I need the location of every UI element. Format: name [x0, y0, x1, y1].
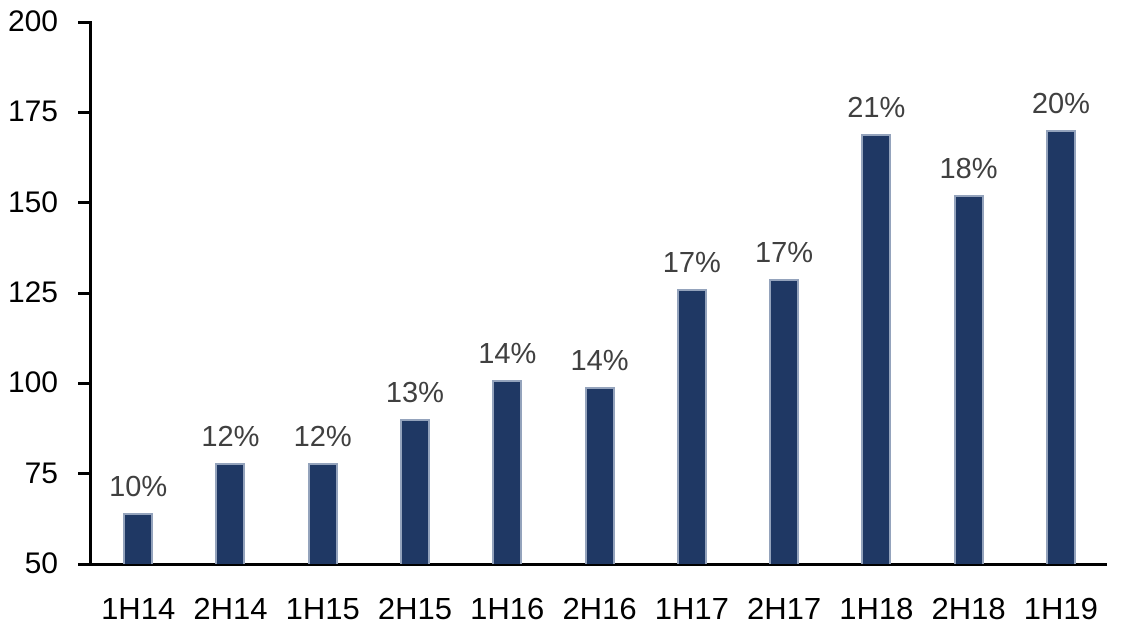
y-axis-tick-label: 75	[24, 456, 58, 490]
bar-2h15	[399, 419, 430, 564]
x-axis-category-label: 1H17	[654, 591, 729, 626]
bar-data-label: 21%	[847, 92, 906, 124]
y-axis-tick-label: 100	[7, 366, 58, 400]
bar-1h15	[307, 462, 338, 564]
bar-1h14	[123, 513, 154, 564]
bar-2h14	[215, 462, 246, 564]
bar-data-label: 12%	[293, 420, 352, 453]
bar-data-label: 14%	[478, 337, 537, 370]
y-axis-tick-label: 150	[7, 185, 58, 219]
x-axis-category-label: 1H16	[470, 591, 545, 626]
y-axis-tick-label: 50	[24, 547, 58, 580]
bar-data-label: 12%	[201, 420, 260, 453]
y-axis-line	[89, 20, 92, 566]
x-axis-category-label: 2H16	[562, 591, 637, 626]
x-axis-line	[78, 562, 1107, 566]
bar-data-label: 20%	[1031, 88, 1090, 121]
y-axis-tick-mark	[78, 472, 92, 476]
x-axis-category-label: 2H18	[931, 591, 1006, 626]
x-axis-category-label: 2H14	[193, 591, 268, 626]
bar-1h17	[676, 289, 707, 564]
y-axis-tick-mark	[78, 201, 92, 205]
bar-2h17	[769, 278, 800, 564]
bar-1h19	[1045, 130, 1076, 564]
bar-data-label: 17%	[662, 247, 721, 280]
x-axis-category-label: 1H15	[285, 591, 360, 626]
x-axis-category-label: 2H17	[746, 591, 822, 626]
y-axis-tick-mark	[78, 20, 92, 24]
bar-data-label: 18%	[939, 153, 998, 186]
x-axis-category-label: 1H14	[101, 591, 176, 626]
bar-2h16	[584, 386, 615, 564]
y-axis-tick-label: 200	[7, 5, 58, 38]
bar-1h18	[861, 134, 892, 564]
bar-2h18	[953, 195, 984, 564]
y-axis-tick-label: 175	[7, 95, 58, 129]
x-axis-category-label: 1H19	[1023, 591, 1098, 626]
y-axis-tick-mark	[78, 381, 92, 385]
bar-1h16	[492, 379, 523, 564]
bar-data-label: 17%	[755, 236, 814, 269]
bar-data-label: 10%	[109, 471, 168, 504]
y-axis-tick-mark	[78, 291, 92, 295]
x-axis-category-label: 2H15	[377, 591, 453, 626]
bar-data-label: 13%	[385, 377, 444, 410]
x-axis-category-label: 1H18	[839, 591, 914, 626]
y-axis-tick-label: 125	[7, 276, 58, 309]
y-axis-tick-mark	[78, 110, 92, 114]
bar-data-label: 14%	[570, 344, 629, 377]
